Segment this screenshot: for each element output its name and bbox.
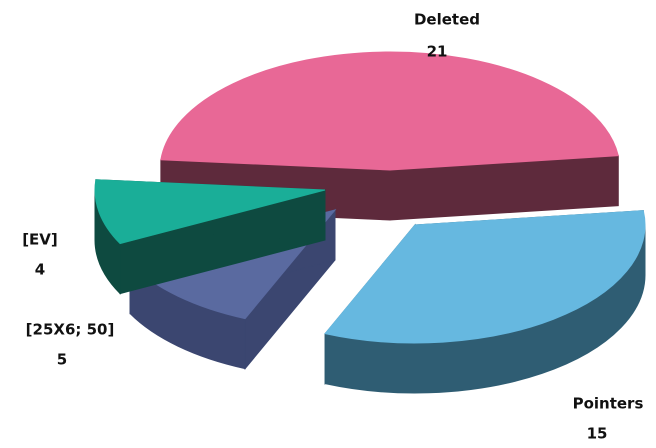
- slice-value: 15: [587, 425, 608, 443]
- slice-label: Deleted: [414, 11, 480, 29]
- slice-label: Pointers: [573, 395, 644, 413]
- slice-value: 4: [35, 261, 45, 279]
- slice-value: 5: [57, 351, 67, 369]
- slice-label: [EV]: [22, 231, 58, 249]
- slice-label: [25X6; 50]: [26, 321, 115, 339]
- slice: [324, 210, 646, 344]
- slice: [94, 179, 326, 245]
- pie: [94, 51, 646, 394]
- slice: [160, 51, 619, 171]
- slice-value: 21: [427, 43, 448, 61]
